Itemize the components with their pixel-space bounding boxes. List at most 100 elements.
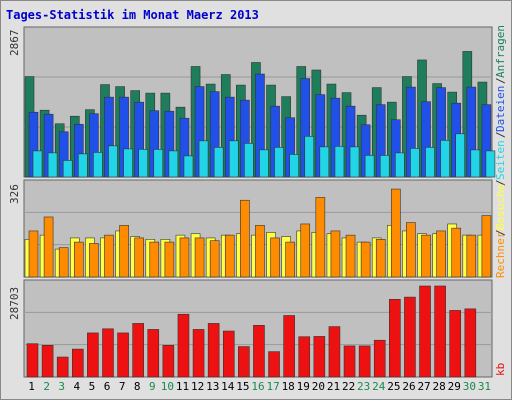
x-tick-label: 17: [266, 380, 280, 393]
bar-rechner-day-12: [194, 237, 205, 278]
bar-seiten-day-10: [168, 150, 179, 178]
bar-kb-day-10: [162, 344, 175, 378]
bar-rechner-day-19: [300, 223, 311, 278]
x-tick-label: 28: [432, 380, 446, 393]
bar-kb-day-8: [132, 323, 144, 378]
x-tick-label: 14: [221, 380, 235, 393]
bar-seiten-day-2: [47, 152, 58, 178]
bar-seiten-day-6: [108, 145, 118, 178]
bar-seiten-day-12: [198, 140, 209, 178]
bar-kb-day-14: [222, 330, 235, 378]
bar-seiten-day-15: [244, 143, 254, 178]
bar-rechner-day-4: [73, 241, 84, 278]
bar-rechner-day-17: [270, 237, 280, 278]
bar-seiten-day-25: [395, 152, 405, 178]
bar-rechner-day-23: [360, 241, 371, 278]
bar-rechner-day-14: [224, 234, 235, 278]
bar-rechner-day-27: [421, 234, 431, 278]
bar-seiten-day-28: [440, 140, 450, 178]
bar-seiten-day-19: [304, 136, 315, 178]
bar-seiten-day-26: [410, 148, 420, 178]
bar-rechner-day-18: [285, 241, 295, 278]
x-tick-label: 6: [103, 380, 111, 393]
x-tick-label: 22: [341, 380, 356, 393]
x-tick-label: 3: [58, 380, 66, 393]
legend-label-besuche: Besuche: [494, 183, 507, 230]
bar-seiten-day-8: [138, 149, 148, 178]
bar-seiten-day-16: [259, 149, 269, 178]
bar-seiten-day-27: [425, 147, 435, 178]
bar-rechner-day-30: [466, 234, 477, 278]
bar-seiten-day-31: [485, 150, 496, 178]
bar-rechner-day-26: [406, 222, 416, 278]
bar-kb-day-21: [328, 326, 341, 378]
x-tick-label: 19: [296, 380, 310, 393]
bar-kb-day-11: [177, 313, 190, 378]
bar-kb-day-19: [298, 336, 311, 378]
bar-kb-day-30: [464, 308, 477, 378]
chart-title: Tages-Statistik im Monat Maerz 2013: [6, 8, 259, 22]
bar-rechner-day-2: [43, 216, 54, 278]
bar-rechner-day-22: [345, 234, 356, 278]
bar-kb-day-25: [389, 299, 401, 378]
bar-kb-day-18: [283, 315, 295, 378]
bar-kb-day-28: [434, 285, 446, 378]
bar-rechner-day-25: [391, 188, 401, 278]
legend-label-dateien: Dateien: [494, 85, 507, 132]
bar-seiten-day-11: [183, 155, 194, 178]
bar-rechner-day-24: [375, 239, 386, 278]
x-axis: 1 2 3 4 5 6 7 8 9 10 11 12 13 14 15 16 17 18 19 20 21 22 23 24 2…: [24, 380, 492, 396]
bar-rechner-day-8: [134, 237, 144, 278]
bar-kb-day-27: [419, 285, 431, 378]
bar-seiten-day-18: [289, 154, 299, 178]
bar-kb-day-16: [253, 325, 265, 378]
x-tick-label: 2: [43, 380, 50, 393]
x-tick-label: 10: [160, 380, 175, 393]
legend-label-kb: kb: [494, 362, 507, 376]
bar-kb-day-17: [268, 351, 280, 378]
bar-kb-day-7: [117, 332, 129, 378]
bar-rechner-day-3: [58, 247, 69, 278]
bar-kb-day-6: [102, 328, 114, 378]
bar-rechner-day-1: [28, 230, 39, 278]
bar-seiten-day-24: [379, 155, 390, 178]
bar-seiten-day-14: [228, 140, 239, 178]
bar-kb-day-15: [238, 346, 250, 378]
legend-label-rechner: Rechner: [494, 231, 507, 278]
legend-separator: /: [494, 77, 507, 84]
bar-kb-day-9: [147, 329, 160, 378]
x-tick-label: 9: [149, 380, 156, 393]
bar-rechner-day-29: [451, 227, 462, 278]
bar-kb-day-22: [343, 345, 356, 378]
x-tick-label: 11: [175, 380, 190, 393]
x-tick-label: 1: [28, 380, 35, 393]
bar-seiten-day-29: [455, 133, 466, 178]
bar-rechner-day-31: [481, 215, 492, 278]
bar-kb-day-29: [449, 310, 462, 378]
bar-rechner-day-5: [89, 243, 99, 278]
x-tick-label: 12: [190, 380, 205, 393]
bar-seiten-day-4: [77, 153, 88, 178]
x-tick-label: 30: [462, 380, 476, 393]
bar-rechner-day-28: [436, 230, 446, 278]
bar-seiten-day-22: [349, 146, 360, 178]
bar-rechner-day-9: [149, 241, 160, 278]
bar-kb-day-12: [192, 329, 205, 378]
bar-seiten-day-20: [319, 146, 330, 178]
bar-kb-day-26: [404, 296, 416, 378]
bar-seiten-day-23: [364, 155, 375, 178]
x-tick-label: 29: [447, 380, 461, 393]
bar-seiten-day-17: [274, 147, 284, 178]
bar-rechner-day-15: [240, 199, 250, 278]
legend-label-seiten: Seiten: [494, 140, 507, 180]
x-tick-label: 25: [387, 380, 401, 393]
bar-rechner-day-13: [209, 240, 220, 278]
bar-rechner-day-11: [179, 237, 190, 278]
bar-seiten-day-13: [213, 147, 224, 178]
x-tick-label: 20: [311, 380, 325, 393]
bar-kb-day-13: [207, 323, 220, 378]
bar-kb-day-5: [87, 332, 99, 378]
x-tick-label: 5: [88, 380, 96, 393]
bar-kb-day-4: [71, 348, 84, 378]
